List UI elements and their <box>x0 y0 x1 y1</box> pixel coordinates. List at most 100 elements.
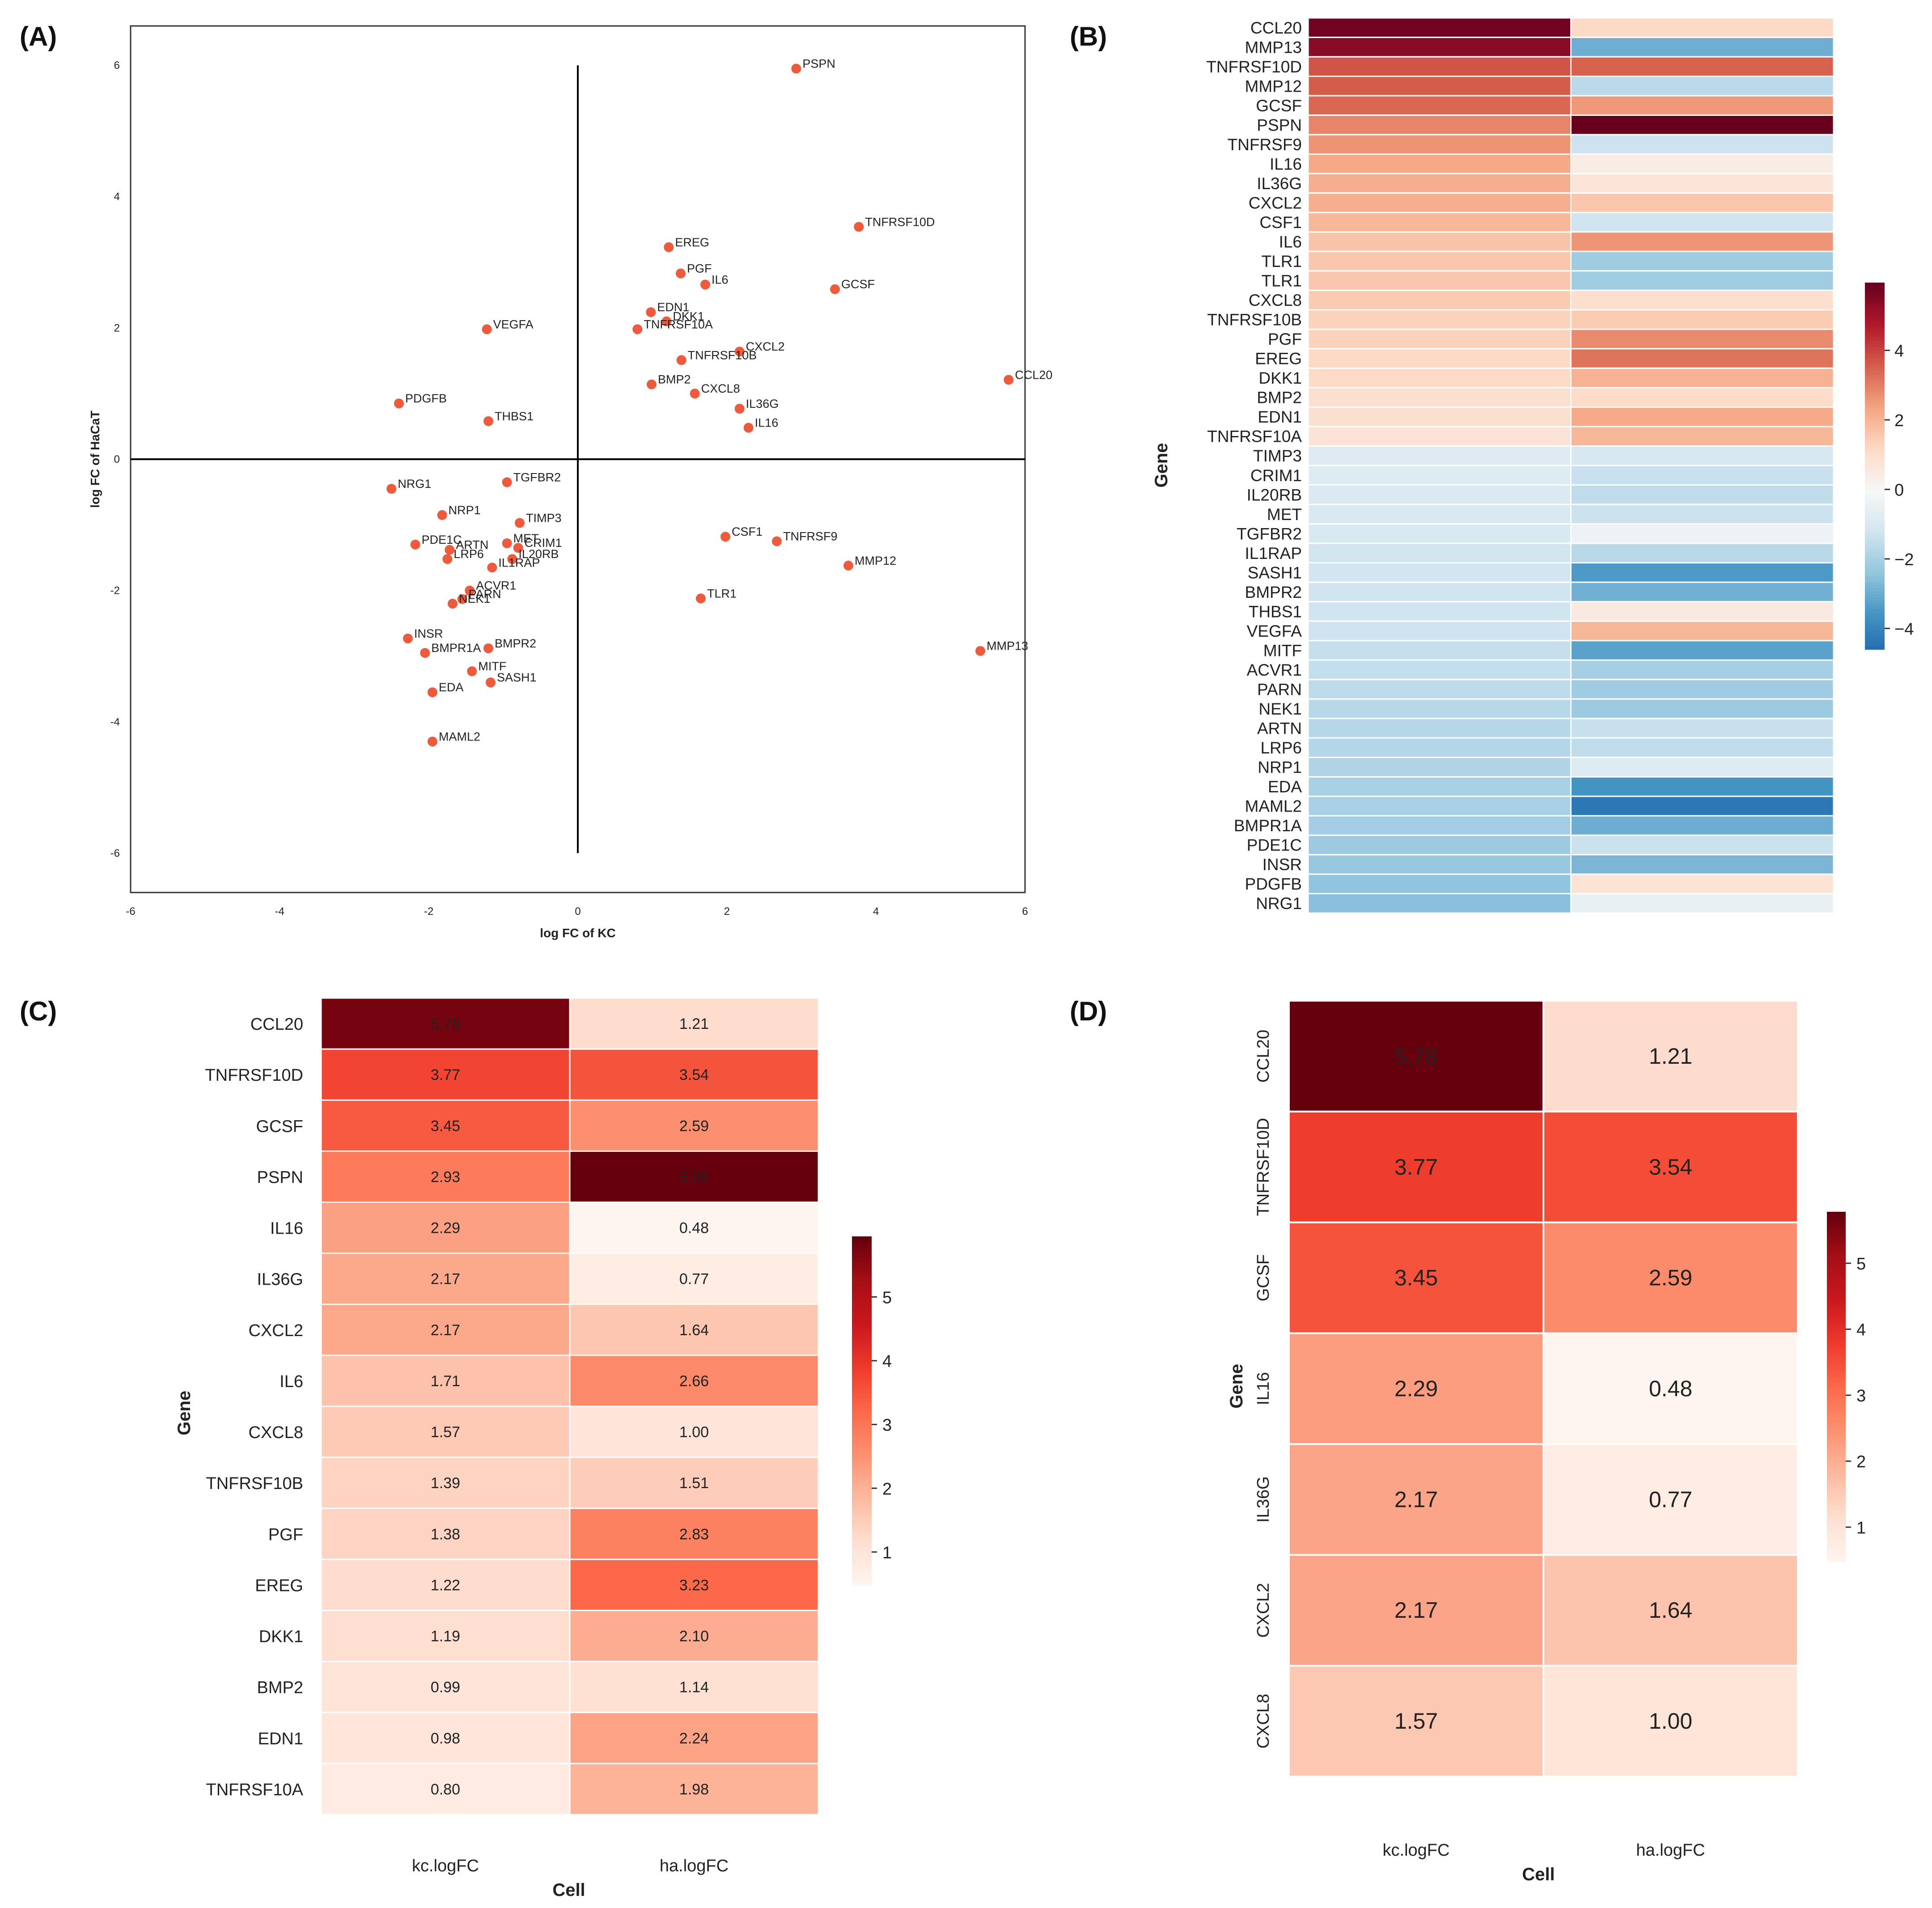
colorbar-segment <box>1827 1363 1846 1367</box>
cell-value: 1.71 <box>431 1373 460 1390</box>
heatmap-cell <box>1570 173 1835 194</box>
colorbar-segment <box>852 1582 872 1586</box>
column-label: ha.logFC <box>660 1857 729 1875</box>
point-label: GCSF <box>841 278 875 291</box>
heatmap-cell <box>320 1405 571 1458</box>
heatmap-cell <box>1307 601 1572 622</box>
colorbar-segment <box>1827 1532 1846 1536</box>
colorbar-segment <box>1865 420 1885 424</box>
colorbar-segment <box>1827 1299 1846 1303</box>
row-label: TGFBR2 <box>1237 525 1302 543</box>
colorbar-segment <box>852 1376 872 1379</box>
heatmap-cell <box>1307 854 1572 875</box>
colorbar-c: 5 4 3 2 1 <box>852 1236 892 1586</box>
colorbar-segment <box>852 1510 872 1513</box>
colorbar-segment <box>1865 343 1885 347</box>
colorbar-segment <box>852 1457 872 1461</box>
colorbar-segment <box>1827 1273 1846 1277</box>
row-label: TNFRSF10A <box>206 1781 304 1799</box>
cell-value: 1.14 <box>679 1679 709 1696</box>
colorbar-segment <box>1865 585 1885 589</box>
point-label: TNFRSF10A <box>644 317 713 331</box>
colorbar-tick-label: 0 <box>1894 481 1904 499</box>
colorbar-segment <box>1865 545 1885 549</box>
colorbar-segment <box>1827 1503 1846 1507</box>
panel-label-c: (C) <box>20 996 57 1026</box>
colorbar-segment <box>1827 1276 1846 1279</box>
colorbar-segment <box>1865 353 1885 356</box>
colorbar-segment <box>852 1280 872 1283</box>
heatmap-cell <box>1307 153 1572 174</box>
colorbar-segment <box>1865 405 1885 409</box>
colorbar-segment <box>852 1353 872 1356</box>
row-label: NEK1 <box>1258 700 1302 718</box>
colorbar-segment <box>1865 365 1885 369</box>
heatmap-cell <box>569 1354 819 1407</box>
colorbar-segment <box>852 1396 872 1400</box>
cell-value: 1.38 <box>431 1526 460 1543</box>
colorbar-tick-label: 3 <box>1856 1387 1866 1405</box>
colorbar-segment <box>1827 1325 1846 1329</box>
colorbar-segment <box>852 1277 872 1281</box>
row-label: CCL20 <box>1254 1030 1273 1083</box>
data-point <box>457 594 467 604</box>
colorbar-segment <box>1827 1214 1846 1218</box>
cell-value: 1.51 <box>679 1475 709 1492</box>
cell-value: 2.17 <box>431 1322 460 1339</box>
colorbar-segment <box>852 1329 872 1333</box>
data-point <box>502 538 512 548</box>
heatmap-cell <box>1307 718 1572 739</box>
colorbar-segment <box>1865 548 1885 552</box>
data-point <box>690 389 700 399</box>
row-label: IL36G <box>1257 174 1302 193</box>
colorbar-segment <box>1827 1430 1846 1434</box>
colorbar-segment <box>852 1437 872 1440</box>
point-label: PDE1C <box>422 533 462 546</box>
colorbar-segment <box>1827 1471 1846 1475</box>
heatmap-cell <box>1570 445 1835 466</box>
data-point <box>507 554 517 564</box>
colorbar-segment <box>1865 622 1885 626</box>
heatmap-cell <box>1570 679 1835 700</box>
row-label: IL20RB <box>1247 486 1302 504</box>
cell-value: 1.64 <box>679 1322 709 1339</box>
colorbar-segment <box>1827 1380 1846 1384</box>
colorbar-segment <box>1827 1378 1846 1381</box>
colorbar-segment <box>1827 1462 1846 1466</box>
heatmap-cell <box>1307 387 1572 408</box>
colorbar-segment <box>1865 539 1885 543</box>
colorbar-segment <box>1827 1366 1846 1370</box>
colorbar-segment <box>1827 1218 1846 1221</box>
colorbar-segment <box>852 1524 872 1527</box>
heatmap-cell <box>1570 37 1835 58</box>
y-axis-label-b: Gene <box>1152 443 1171 487</box>
colorbar-segment <box>1865 594 1885 598</box>
point-label: CXCL2 <box>746 340 785 353</box>
point-label: TLR1 <box>707 587 737 600</box>
data-point <box>448 599 458 609</box>
colorbar-segment <box>852 1335 872 1339</box>
colorbar-segment <box>1827 1314 1846 1317</box>
data-point <box>696 593 706 604</box>
heatmap-cell <box>1570 95 1835 116</box>
colorbar-segment <box>852 1417 872 1420</box>
heatmap-cell <box>1288 1000 1544 1113</box>
colorbar-segment <box>1865 496 1885 500</box>
row-label: IL16 <box>1270 155 1302 173</box>
heatmap-cell <box>1570 153 1835 174</box>
colorbar-segment <box>852 1536 872 1539</box>
colorbar-segment <box>852 1506 872 1510</box>
data-point <box>664 242 674 252</box>
heatmap-cell <box>1307 640 1572 661</box>
colorbar-segment <box>1827 1261 1846 1265</box>
row-label: BMPR2 <box>1245 583 1302 601</box>
colorbar-segment <box>852 1315 872 1318</box>
point-label: PDGFB <box>405 392 447 405</box>
colorbar-segment <box>1827 1226 1846 1230</box>
colorbar-segment <box>1865 637 1885 641</box>
colorbar-segment <box>1865 503 1885 506</box>
heatmap-cell <box>1307 95 1572 116</box>
heatmap-cell <box>1307 309 1572 330</box>
colorbar-segment <box>852 1306 872 1310</box>
heatmap-cell <box>1570 328 1835 350</box>
